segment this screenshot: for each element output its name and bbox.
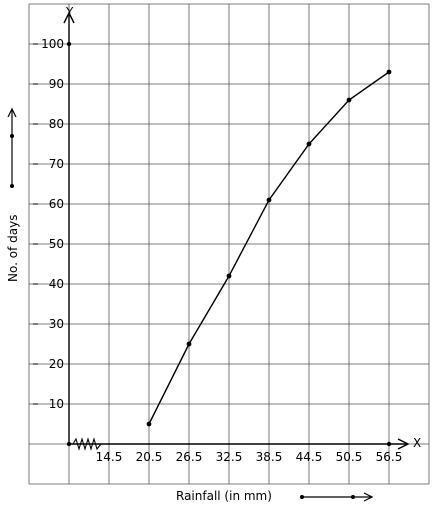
y-tick-label: 80 [49, 117, 64, 131]
x-tick-label: 32.5 [216, 450, 243, 464]
y-tick-label: 60 [49, 197, 64, 211]
data-point [186, 341, 192, 347]
axis-break-zigzag [72, 437, 102, 451]
y-axis-letter: Y [65, 5, 74, 19]
x-direction-arrow [300, 492, 374, 502]
y-tick-label: 30 [49, 317, 64, 331]
data-point [386, 69, 392, 75]
y-axis-max-point [66, 41, 72, 47]
axes [63, 11, 410, 451]
x-tick-label: 20.5 [136, 450, 163, 464]
y-axis-arrowhead [63, 11, 75, 24]
data-point [266, 197, 272, 203]
grid-lines [28, 3, 430, 485]
y-tick-label: 20 [49, 357, 64, 371]
x-tick-label: 44.5 [296, 450, 323, 464]
origin-point [66, 441, 72, 447]
y-tick-labels: 10 20 30 40 50 60 70 80 90 100 [33, 37, 64, 411]
y-tick-label: 100 [41, 37, 64, 51]
data-point [306, 141, 312, 147]
y-tick-label: 50 [49, 237, 64, 251]
x-tick-label: 14.5 [96, 450, 123, 464]
y-axis-title: No. of days [6, 215, 20, 282]
x-axis-arrowhead [397, 438, 410, 450]
x-axis-end-point [386, 441, 392, 447]
x-axis-title: Rainfall (in mm) [176, 489, 272, 503]
x-tick-label: 26.5 [176, 450, 203, 464]
data-point [346, 97, 352, 103]
x-tick-label: 38.5 [256, 450, 283, 464]
x-tick-label: 50.5 [336, 450, 363, 464]
y-direction-arrow [7, 107, 17, 188]
data-point [226, 273, 232, 279]
y-tick-label: 90 [49, 77, 64, 91]
x-axis-letter: X [413, 436, 421, 450]
data-point [146, 421, 152, 427]
y-tick-label: 10 [49, 397, 64, 411]
y-tick-label: 40 [49, 277, 64, 291]
series-line-group [146, 69, 392, 427]
x-tick-label: 56.5 [376, 450, 403, 464]
x-tick-labels: 14.5 20.5 26.5 32.5 38.5 44.5 50.5 56.5 [96, 450, 403, 464]
y-tick-label: 70 [49, 157, 64, 171]
